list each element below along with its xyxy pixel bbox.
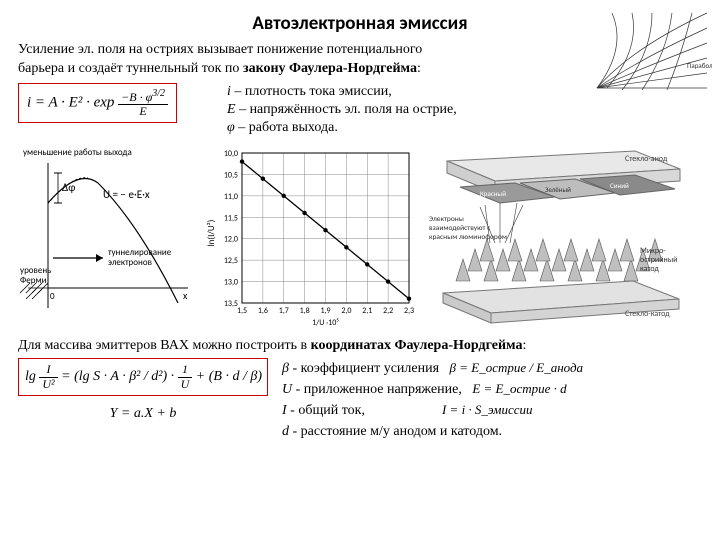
symbol-definitions: i i – плотность тока эмиссии,– плотность… xyxy=(227,83,457,138)
linear-form: Y = a.X + b xyxy=(18,406,268,422)
svg-text:Зелёный: Зелёный xyxy=(545,185,571,194)
svg-text:2,0: 2,0 xyxy=(341,306,351,316)
svg-text:Парабола: Парабола xyxy=(687,61,712,70)
svg-text:1,8: 1,8 xyxy=(300,306,310,316)
svg-text:U = − e·E·x: U = − e·E·x xyxy=(103,188,150,201)
fn-coordinates-formula: lg IU² = (lg S · A · β² / d²) · 1U + (B … xyxy=(18,358,268,395)
svg-text:12,0: 12,0 xyxy=(224,235,238,245)
barrier-diagram: уменьшение работы выхода x Δφ U = − e·E·… xyxy=(18,143,198,328)
svg-text:13,0: 13,0 xyxy=(224,278,238,288)
svg-text:Ферми: Ферми xyxy=(20,275,47,286)
field-lines-diagram: Парабола xyxy=(592,8,712,93)
fn-plot: 1,5 1,6 1,7 1,8 1,9 2,0 2,1 2,2 2,3 10,0 10,5 11,0 1… xyxy=(204,143,419,328)
svg-text:10,0: 10,0 xyxy=(224,149,238,159)
svg-text:1,5: 1,5 xyxy=(237,306,247,316)
svg-text:11,0: 11,0 xyxy=(224,192,238,202)
svg-text:x: x xyxy=(183,289,188,302)
svg-text:2,3: 2,3 xyxy=(404,306,414,316)
svg-text:электронов: электронов xyxy=(108,257,152,268)
svg-text:Красный: Красный xyxy=(480,189,506,198)
svg-text:10,5: 10,5 xyxy=(224,171,238,181)
intro-text: Усиление эл. поля на остриях вызывает по… xyxy=(18,41,593,79)
svg-text:Синий: Синий xyxy=(610,181,629,190)
svg-text:1,6: 1,6 xyxy=(258,306,268,316)
svg-text:катод: катод xyxy=(640,264,659,274)
svg-text:2,1: 2,1 xyxy=(362,306,372,316)
svg-text:красным люминофором: красным люминофором xyxy=(429,233,507,242)
svg-text:Электроны: Электроны xyxy=(429,215,464,224)
fowler-nordheim-formula: i = A · E² · exp −B · φ3/2 E xyxy=(18,83,177,123)
svg-text:11,5: 11,5 xyxy=(224,214,238,224)
svg-text:Δφ: Δφ xyxy=(62,181,75,194)
svg-text:1/U ·10⁵: 1/U ·10⁵ xyxy=(312,318,339,328)
svg-text:взаимодействуют с: взаимодействуют с xyxy=(429,224,491,233)
svg-text:Стекло-анод: Стекло-анод xyxy=(625,154,668,164)
fed-display-diagram: Стекло-анод Красный Зелёный Синий Электр… xyxy=(425,143,695,328)
svg-text:2,2: 2,2 xyxy=(383,306,393,316)
svg-text:уменьшение работы выхода: уменьшение работы выхода xyxy=(23,147,132,158)
svg-text:Стекло-катод: Стекло-катод xyxy=(625,309,670,319)
svg-text:1,7: 1,7 xyxy=(279,306,289,316)
symbol-definitions-2: β - коэффициент усиления β = E_острие / … xyxy=(282,358,583,442)
svg-text:1,9: 1,9 xyxy=(320,306,330,316)
svg-text:0: 0 xyxy=(50,291,55,302)
second-paragraph: Для массива эмиттеров ВАХ можно построит… xyxy=(18,338,702,354)
svg-text:12,5: 12,5 xyxy=(224,256,238,266)
svg-text:13,5: 13,5 xyxy=(224,299,238,309)
svg-text:ln(I/U²): ln(I/U²) xyxy=(206,220,217,247)
